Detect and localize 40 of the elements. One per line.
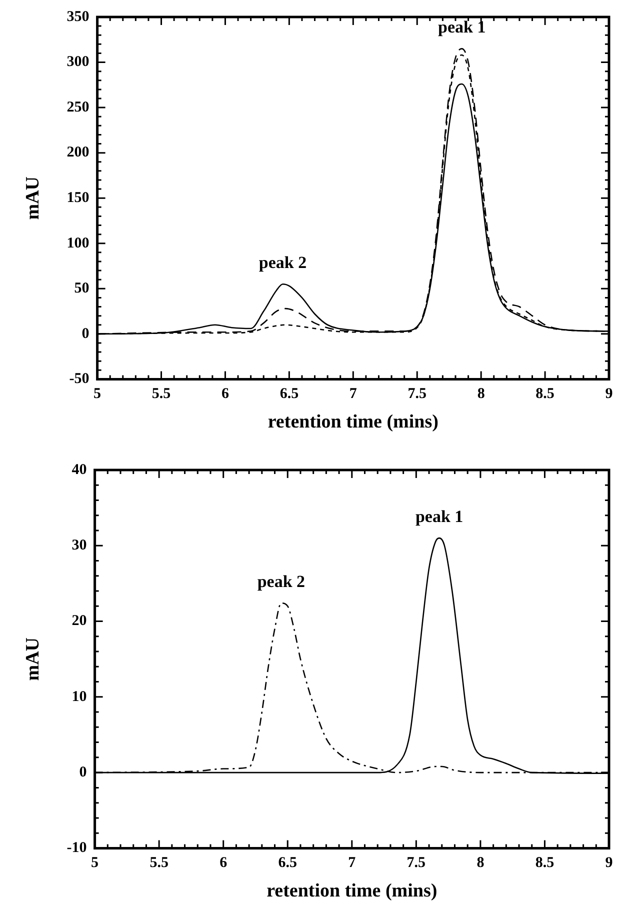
x-tick-label: 8	[476, 855, 484, 872]
annotation: peak 1	[415, 506, 464, 526]
x-tick-label: 8	[477, 386, 485, 402]
x-tick-label: 7.5	[408, 386, 426, 402]
y-tick-label: 350	[66, 8, 90, 25]
x-tick-label: 7	[348, 855, 356, 872]
y-tick-label: -10	[66, 840, 87, 856]
x-tick-label: 8.5	[536, 386, 554, 402]
y-tick-label: 0	[79, 764, 87, 780]
y-axis-title: mAU	[22, 176, 44, 220]
x-tick-label: 6	[220, 855, 228, 872]
y-tick-label: 30	[72, 538, 87, 554]
y-tick-label: -50	[69, 371, 90, 388]
y-tick-label: 0	[82, 326, 90, 342]
y-tick-label: 100	[66, 235, 90, 252]
y-tick-label: 40	[72, 462, 87, 478]
x-tick-label: 6	[221, 386, 230, 402]
annotation: peak 2	[258, 253, 307, 272]
x-tick-label: 9	[605, 386, 613, 402]
x-axis-title: retention time (mins)	[268, 412, 438, 433]
y-tick-label: 200	[66, 144, 90, 161]
y-tick-label: 250	[66, 99, 90, 116]
y-tick-label: 300	[66, 54, 90, 70]
x-tick-label: 5.5	[150, 855, 168, 872]
x-tick-label: 7	[349, 386, 358, 402]
y-tick-label: 20	[72, 613, 87, 630]
y-tick-label: 50	[74, 280, 90, 297]
x-tick-label: 5	[91, 855, 99, 872]
x-tick-label: 5	[94, 386, 102, 402]
x-tick-label: 6.5	[278, 855, 297, 872]
x-tick-label: 7.5	[406, 855, 426, 872]
x-tick-label: 8.5	[535, 855, 554, 872]
x-axis-title: retention time (mins)	[266, 880, 438, 902]
x-tick-label: 6.5	[280, 386, 299, 402]
x-tick-label: 5.5	[152, 386, 171, 402]
annotation: peak 2	[257, 572, 306, 592]
y-tick-label: 150	[66, 190, 90, 206]
y-axis-title: mAU	[22, 637, 44, 681]
x-tick-label: 9	[605, 855, 613, 872]
y-tick-label: 10	[72, 688, 87, 705]
